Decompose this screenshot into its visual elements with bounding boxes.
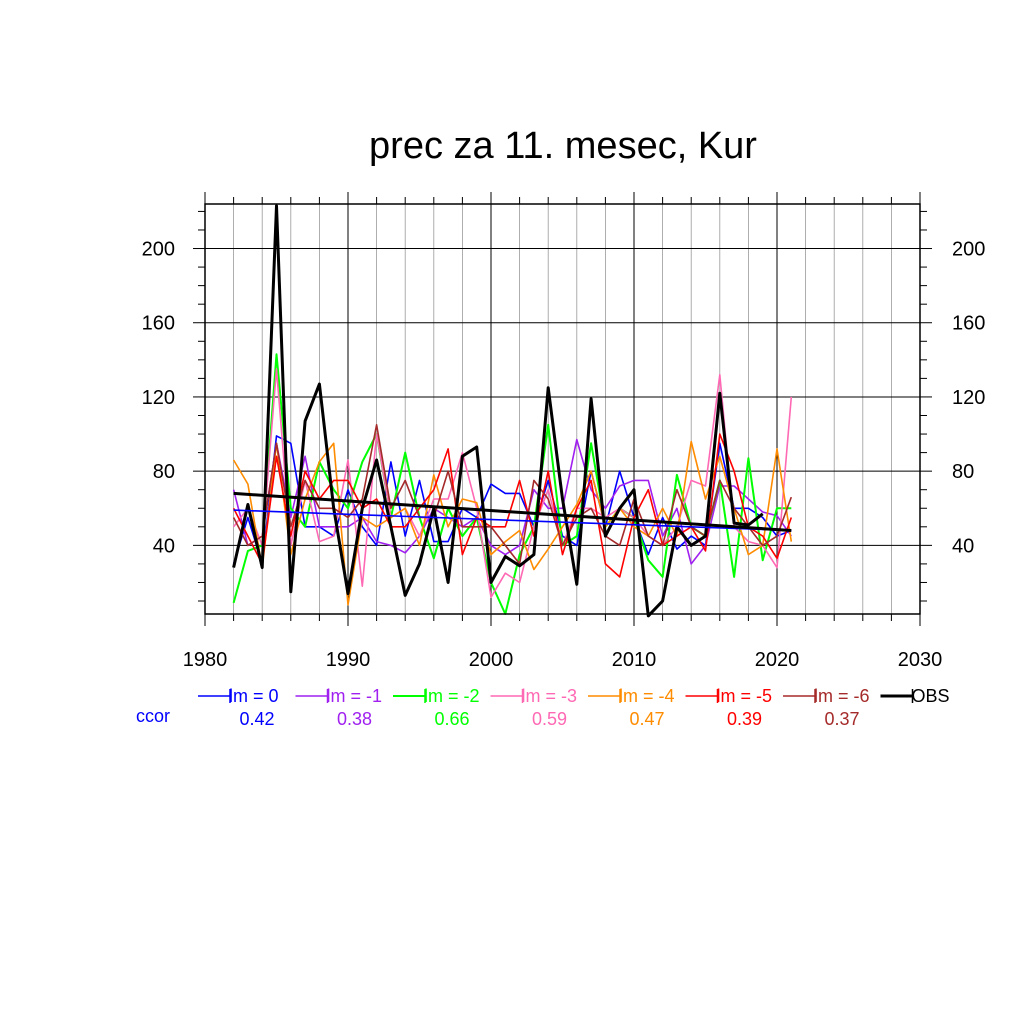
x-tick-label: 1980 (183, 649, 228, 671)
x-tick-label: 2020 (755, 649, 800, 671)
legend-label: OBS (912, 686, 950, 706)
axes: 40 40 80 80 120 120 160 160 200 200 1980 1990 2000 20… (142, 192, 985, 671)
ccor-value: 0.47 (629, 709, 664, 729)
y-tick-label-left: 200 (142, 239, 175, 261)
ccor-value: 0.42 (239, 709, 274, 729)
y-tick-label-right: 120 (952, 387, 985, 409)
plot-frame (204, 203, 921, 615)
series-lines (232, 204, 793, 618)
legend-label: lm = -4 (619, 686, 675, 706)
y-tick-label-right: 80 (952, 461, 974, 483)
series-line-lm-6 (232, 424, 793, 565)
y-tick-label-left: 40 (153, 535, 175, 557)
ccor-value: 0.59 (532, 709, 567, 729)
series-line-lm-3 (232, 368, 793, 599)
y-tick-label-left: 160 (142, 313, 175, 335)
series-line-lm-1 (232, 438, 792, 565)
legend: lm = 0 0.42 lm = -1 0.38 lm = -2 0.66 lm = -3 0… (136, 686, 950, 729)
trend-line (233, 491, 792, 533)
y-tick-label-left: 80 (153, 461, 175, 483)
chart-title: prec za 11. mesec, Kur (369, 125, 757, 167)
ccor-value: 0.38 (337, 709, 372, 729)
legend-label: lm = -6 (814, 686, 870, 706)
x-tick-label: 2000 (469, 649, 514, 671)
x-tick-label: 2030 (898, 649, 943, 671)
ccor-value: 0.37 (824, 709, 859, 729)
y-tick-label-right: 160 (952, 313, 985, 335)
legend-label: lm = 0 (229, 686, 279, 706)
legend-label: lm = -2 (424, 686, 480, 706)
x-tick-label: 2010 (612, 649, 657, 671)
legend-label: lm = -5 (717, 686, 773, 706)
y-tick-label-right: 200 (952, 239, 985, 261)
legend-label: lm = -3 (522, 686, 578, 706)
ccor-value: 0.39 (727, 709, 762, 729)
ccor-value: 0.66 (434, 709, 469, 729)
series-line-obs (232, 204, 764, 618)
y-tick-label-right: 40 (952, 535, 974, 557)
series-line-lm-5 (232, 433, 793, 578)
plot-border (204, 203, 921, 615)
legend-label: lm = -1 (327, 686, 383, 706)
x-tick-label: 1990 (326, 649, 371, 671)
ccor-label: ccor (136, 706, 170, 726)
y-tick-label-left: 120 (142, 387, 175, 409)
trend-line (233, 509, 792, 532)
